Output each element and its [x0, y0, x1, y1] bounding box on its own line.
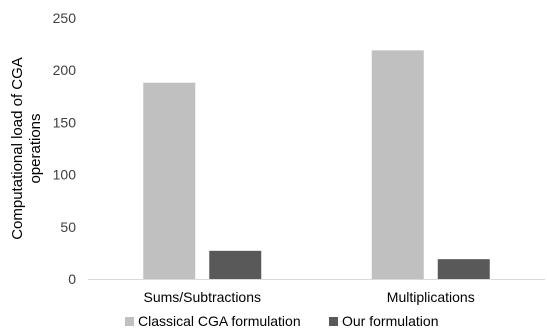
y-axis-ticks: 0 50 100 150 200 250	[53, 10, 77, 287]
category-labels: Sums/Subtractions Multiplications	[144, 289, 475, 305]
legend-label: Our formulation	[342, 313, 438, 329]
bar-ours-1	[437, 259, 490, 279]
y-tick-label: 250	[53, 10, 77, 26]
y-tick-label: 50	[60, 219, 76, 235]
y-tick-label: 100	[53, 167, 77, 183]
y-tick-label: 0	[68, 271, 76, 287]
x-tick-label: Multiplications	[387, 289, 475, 305]
x-tick-label: Sums/Subtractions	[144, 289, 262, 305]
bar-classical-1	[371, 50, 424, 279]
y-axis-title: Computational load of CGA operations	[9, 57, 44, 240]
y-tick-label: 200	[53, 62, 77, 78]
y-axis-title-line: operations	[27, 113, 44, 183]
y-axis-title-line: Computational load of CGA	[9, 57, 26, 240]
bars	[143, 50, 490, 279]
bar-ours-0	[209, 250, 262, 279]
legend-swatch	[125, 317, 134, 326]
legend-swatch	[329, 317, 338, 326]
y-tick-label: 150	[53, 114, 77, 130]
bar-classical-0	[143, 82, 196, 279]
legend: Classical CGA formulation Our formulation	[125, 313, 438, 329]
legend-label: Classical CGA formulation	[138, 313, 301, 329]
